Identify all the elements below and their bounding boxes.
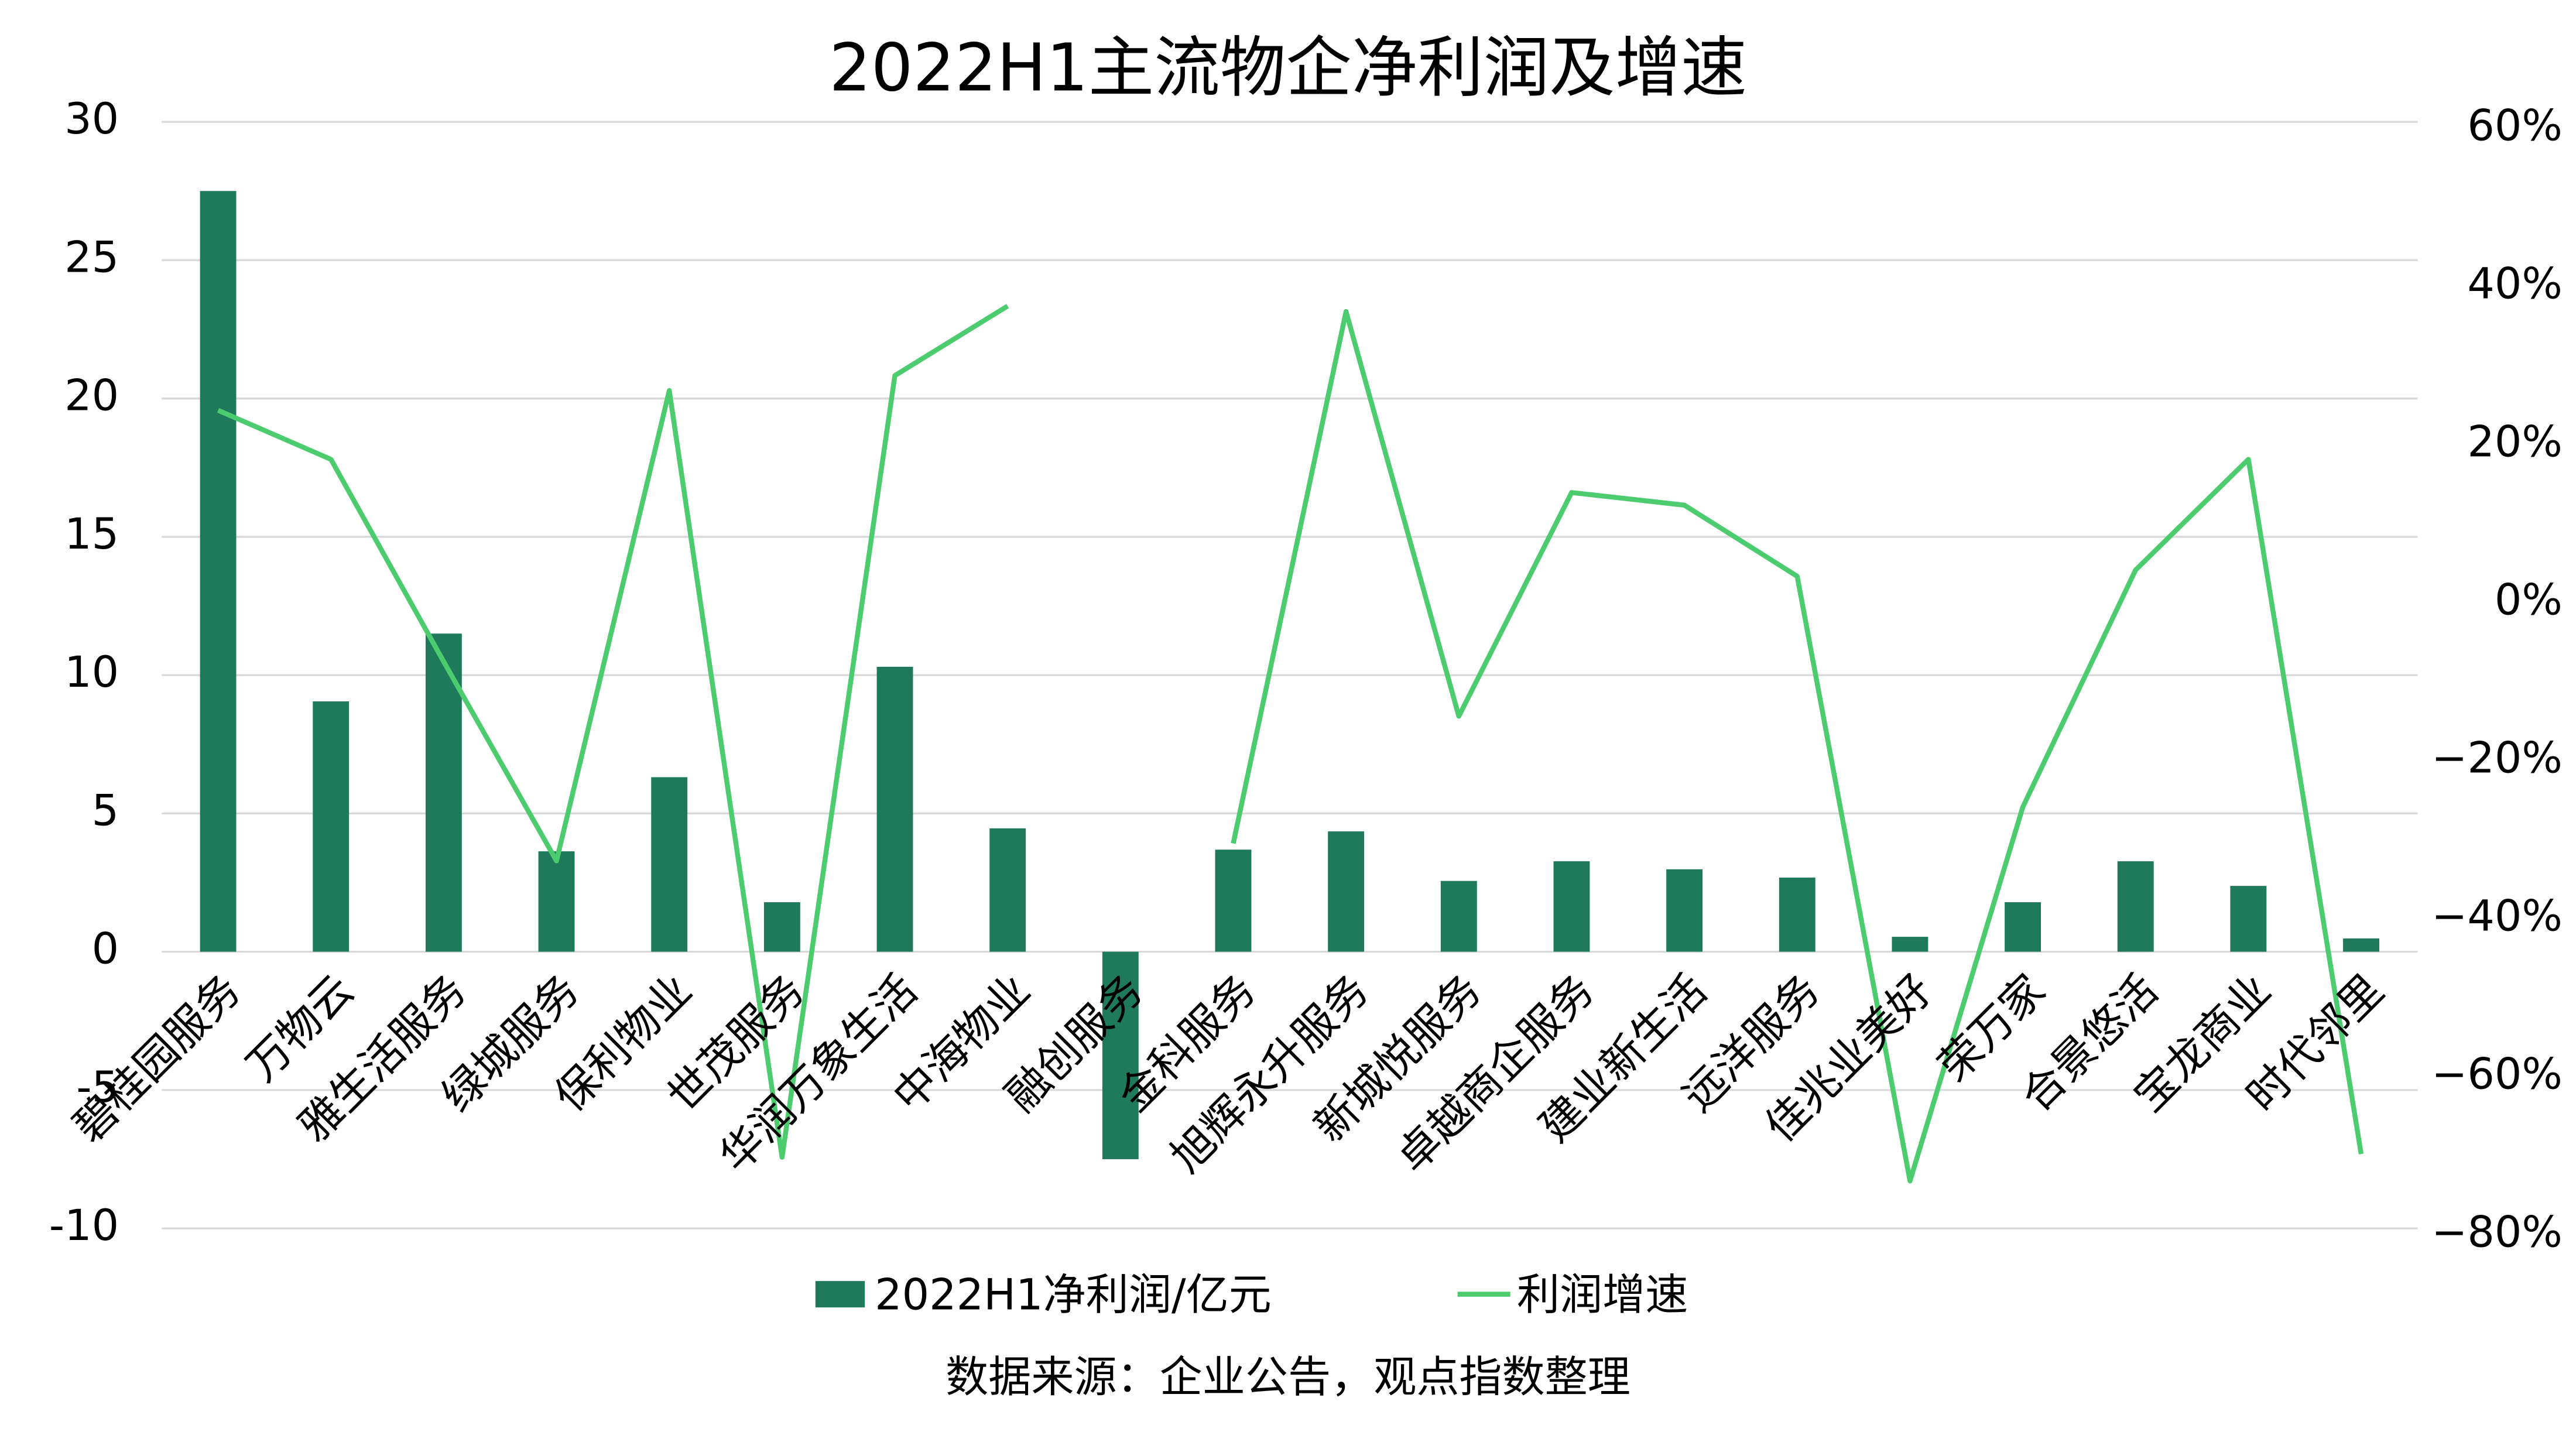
y2-tick-label: −40% — [2431, 891, 2563, 941]
y2-tick-label: 20% — [2467, 417, 2563, 467]
y-tick-label: 20 — [64, 371, 119, 421]
y2-tick-label: −60% — [2431, 1049, 2563, 1099]
y-tick-label: 0 — [92, 924, 119, 974]
bar — [1779, 877, 1815, 952]
bar — [538, 851, 575, 952]
y-tick-label: -5 — [76, 1063, 119, 1112]
x-tick-label: 卓越商企服务 — [1387, 965, 1604, 1182]
bar — [313, 701, 350, 952]
bar — [651, 777, 688, 952]
y2-tick-label: 60% — [2467, 101, 2563, 150]
y-tick-label: 25 — [64, 232, 119, 282]
bar — [1440, 881, 1477, 952]
bar — [1892, 937, 1928, 952]
legend-label: 2022H1净利润/亿元 — [875, 1270, 1272, 1320]
line — [217, 304, 2364, 1184]
y-tick-label: 15 — [64, 509, 119, 559]
bar — [876, 666, 913, 952]
source-note: 数据来源：企业公告，观点指数整理 — [946, 1352, 1630, 1402]
bar — [2117, 861, 2154, 952]
legend-label: 利润增速 — [1517, 1270, 1688, 1320]
bar — [2230, 886, 2267, 952]
y2-tick-label: 0% — [2495, 575, 2563, 625]
x-tick-label: 华润万象生活 — [710, 965, 927, 1182]
y-tick-label: 30 — [64, 94, 119, 144]
y2-tick-label: −20% — [2431, 733, 2563, 783]
bar — [1328, 831, 1365, 952]
bar — [763, 902, 800, 952]
bar — [2005, 902, 2041, 952]
bar — [1215, 849, 1252, 952]
x-tick-label: 旭辉永升服务 — [1162, 965, 1378, 1182]
bar — [989, 828, 1026, 952]
y-tick-label: 5 — [92, 786, 119, 835]
y-tick-label: 10 — [64, 648, 119, 697]
bar — [2343, 938, 2379, 952]
x-tick-label: 碧桂园服务 — [64, 965, 251, 1152]
chart-title: 2022H1主流物企净利润及增速 — [829, 30, 1746, 107]
bar — [1102, 951, 1139, 1159]
legend-swatch — [815, 1281, 865, 1308]
y-tick-label: -10 — [49, 1201, 119, 1251]
bar — [200, 191, 237, 952]
y2-tick-label: −80% — [2431, 1207, 2563, 1257]
bar — [1553, 861, 1590, 952]
bar — [1666, 869, 1703, 952]
y2-tick-label: 40% — [2467, 259, 2563, 309]
